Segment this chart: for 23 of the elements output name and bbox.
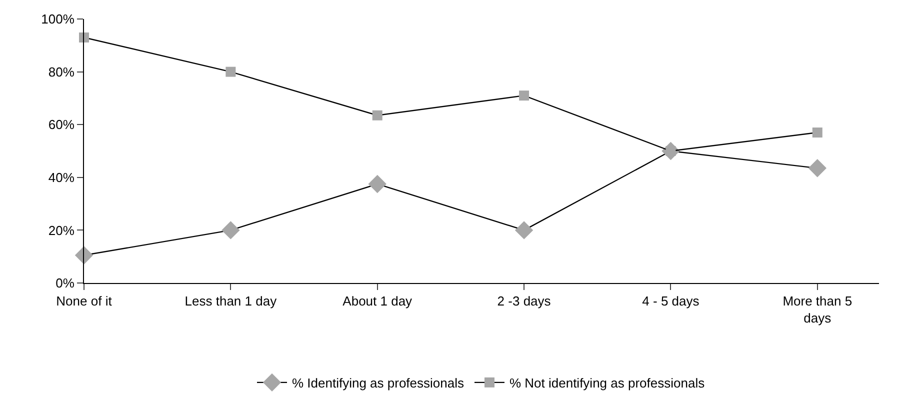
point bbox=[812, 128, 822, 138]
x-tick-label: More than 5 days bbox=[782, 294, 852, 326]
point bbox=[519, 90, 530, 101]
y-tick-label: 40% bbox=[48, 170, 75, 185]
y-tick-label: 80% bbox=[48, 64, 75, 80]
y-tick-label: 100% bbox=[41, 12, 75, 27]
x-tick-label: None of it bbox=[56, 294, 112, 309]
y-tick-label: 0% bbox=[56, 276, 75, 291]
point bbox=[372, 110, 382, 120]
y-tick-label: 20% bbox=[48, 222, 75, 238]
x-tick-label: 2 -3 days bbox=[497, 294, 552, 309]
x-tick-label: 4 - 5 days bbox=[642, 294, 700, 309]
point bbox=[368, 174, 386, 194]
point bbox=[808, 159, 826, 178]
x-tick-label: Less than 1 day bbox=[184, 294, 278, 309]
point bbox=[514, 221, 534, 240]
legend-label: % Not identifying as professionals bbox=[509, 376, 706, 390]
point bbox=[226, 66, 236, 77]
point bbox=[222, 221, 240, 240]
x-tick-label: About 1 day bbox=[342, 294, 413, 309]
legend-label: % Identifying as professionals bbox=[292, 376, 464, 390]
y-tick-label: 60% bbox=[48, 117, 75, 132]
point bbox=[79, 32, 89, 42]
